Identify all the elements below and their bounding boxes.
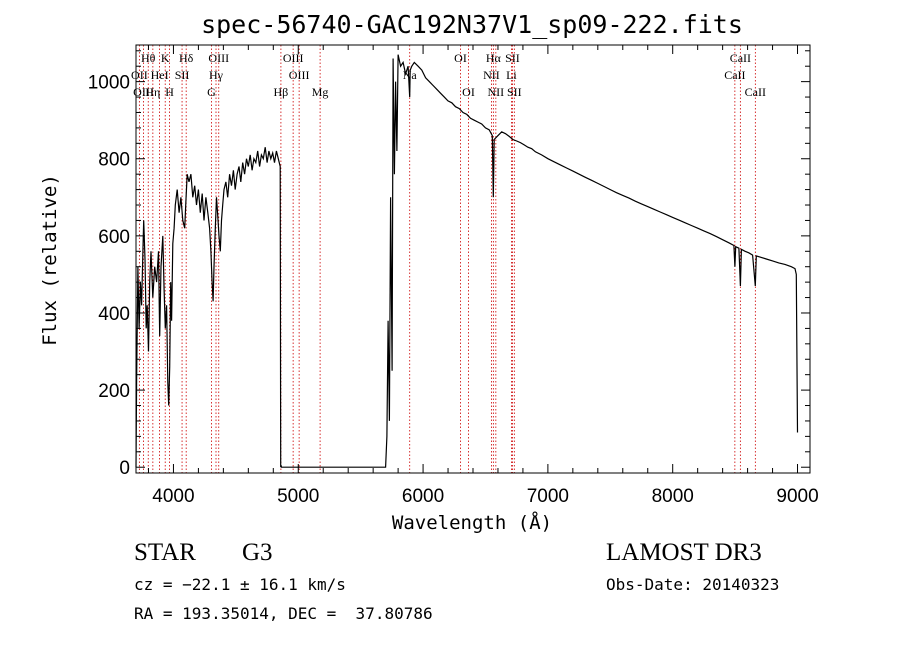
spectral-line-label: SII (507, 85, 522, 99)
spectral-line-label: OI (454, 51, 467, 65)
x-tick-label: 6000 (402, 486, 444, 507)
spectral-line-label: OII (131, 68, 148, 82)
flux-series-line (135, 54, 799, 468)
x-tick-label: 5000 (277, 486, 319, 507)
spectral-line-label: OIII (208, 51, 229, 65)
spectral-line-label: Hα (486, 51, 502, 65)
y-axis: 0 200 400 600 800 1000 (88, 50, 810, 479)
observation-date: Obs-Date: 20140323 (606, 575, 780, 594)
x-tick-label: 7000 (527, 486, 569, 507)
spectral-line-label: Hη (145, 85, 160, 99)
x-axis-label: Wavelength (Å) (392, 511, 552, 534)
spectral-line-label: Hθ (141, 51, 156, 65)
spectral-line-label: NII (483, 68, 500, 82)
spectral-line-label: OIII (289, 68, 310, 82)
spectral-line-label: Li (506, 68, 517, 82)
object-class: STAR (134, 539, 196, 566)
spectral-line-label: NII (488, 85, 505, 99)
chart-title: spec-56740-GAC192N37V1_sp09-222.fits (201, 10, 743, 39)
y-tick-label: 1000 (88, 73, 130, 94)
spectral-line-label: G (207, 85, 216, 99)
spectral-line-label: CaII (724, 68, 745, 82)
spectral-line-label: H (165, 85, 174, 99)
spectral-line-label: Mg (312, 85, 329, 99)
x-axis: 4000 5000 6000 7000 8000 9000 (147, 45, 819, 507)
spectral-line-label: SII (175, 68, 190, 82)
coordinates: RA = 193.35014, DEC = 37.80786 (134, 604, 433, 623)
y-tick-label: 200 (98, 381, 130, 402)
spectral-line-label: Hγ (209, 68, 224, 82)
spectral-line-label: K (161, 51, 170, 65)
x-tick-label: 8000 (652, 486, 694, 507)
spectral-line-label: OIII (133, 85, 154, 99)
x-tick-label: 9000 (776, 486, 818, 507)
x-tick-label: 4000 (152, 486, 194, 507)
object-subclass: G3 (242, 539, 273, 566)
spectral-line-markers (138, 45, 756, 473)
spectral-line-label: Hδ (179, 51, 194, 65)
plot-frame (135, 44, 811, 474)
redshift-readout: cz = −22.1 ± 16.1 km/s (134, 575, 346, 594)
y-tick-label: 0 (119, 458, 130, 479)
y-tick-label: 600 (98, 227, 130, 248)
spectral-line-label: HeI (151, 68, 169, 82)
y-tick-label: 400 (98, 304, 130, 325)
spectral-line-label: SII (505, 51, 520, 65)
spectral-line-label: OI (462, 85, 475, 99)
spectral-line-label: CaII (730, 51, 751, 65)
spectral-line-label: Hβ (274, 85, 289, 99)
y-tick-label: 800 (98, 150, 130, 171)
y-axis-label: Flux (relative) (39, 174, 61, 346)
spectral-line-label: OIII (283, 51, 304, 65)
survey-name: LAMOST DR3 (606, 539, 762, 566)
spectral-line-label: CaII (745, 85, 766, 99)
